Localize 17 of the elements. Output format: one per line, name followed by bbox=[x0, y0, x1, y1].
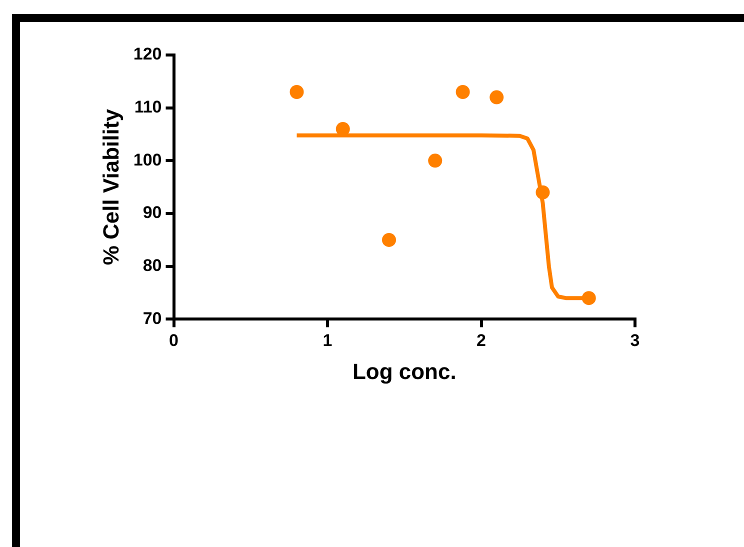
point bbox=[490, 90, 504, 104]
x-tick-label: 3 bbox=[630, 331, 640, 350]
x-tick-label: 0 bbox=[169, 331, 178, 350]
point bbox=[290, 84, 304, 99]
point bbox=[456, 84, 470, 99]
point bbox=[428, 154, 442, 168]
y-tick-label: 80 bbox=[142, 256, 162, 276]
y-tick-label: 90 bbox=[142, 203, 162, 222]
point bbox=[382, 232, 396, 247]
y-tick-label: 110 bbox=[134, 98, 162, 117]
y-tick-label: 100 bbox=[133, 150, 162, 170]
x-tick-label: 2 bbox=[476, 331, 486, 350]
x-tick-label: 1 bbox=[322, 331, 332, 350]
y-tick-label: 120 bbox=[133, 44, 162, 64]
y-tick-label: 70 bbox=[142, 308, 162, 328]
y-axis-title: % Cell Viability bbox=[98, 108, 124, 266]
x-axis-title: Log conc. bbox=[352, 358, 456, 384]
